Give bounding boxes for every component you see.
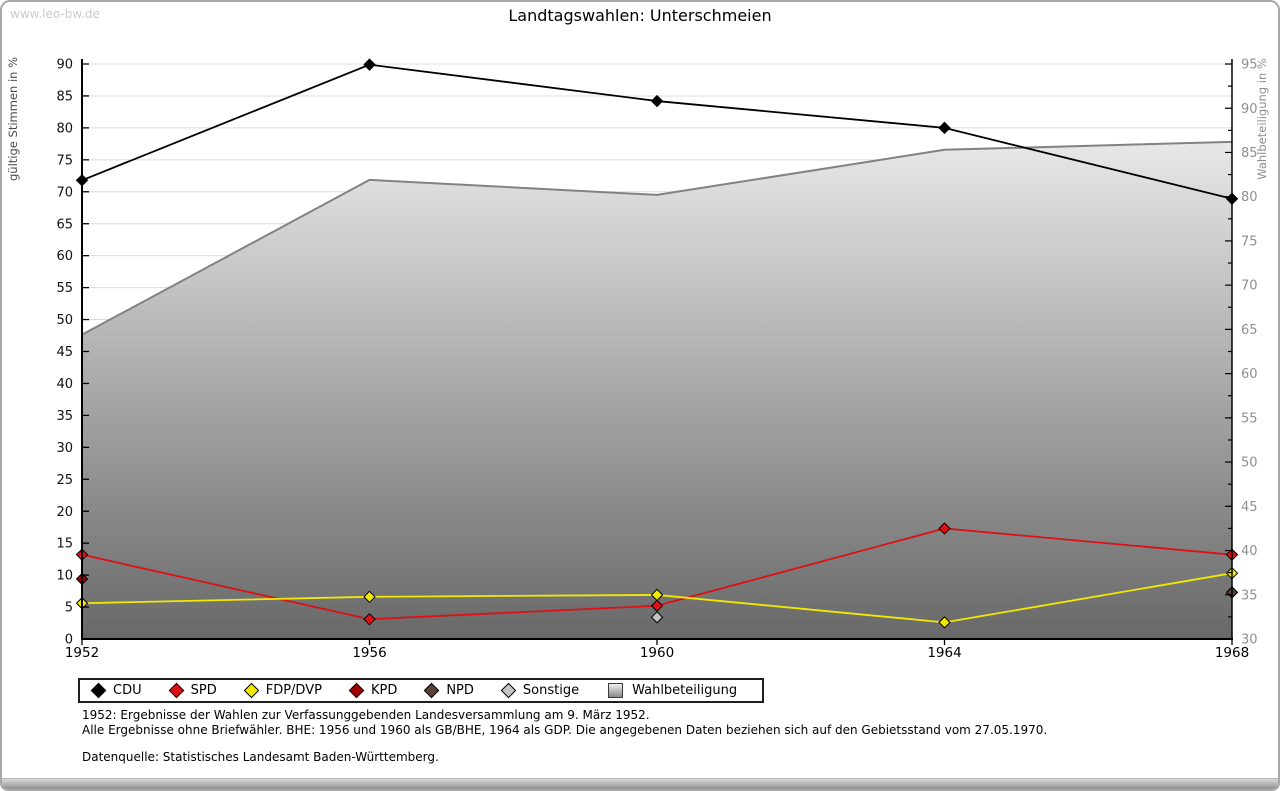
right-axis-tick-label: 90 [1241,102,1258,117]
legend-label: NPD [446,683,474,698]
legend-label: SPD [190,683,217,698]
legend-marker-kpd [348,682,365,699]
window-bottom-bar [2,778,1278,789]
watermark: www.leo-bw.de [10,7,100,21]
data-point [650,611,664,624]
x-axis-tick-label: 1964 [927,645,961,661]
legend-item-kpd: KPD [348,682,398,699]
legend-label: Wahlbeteiligung [632,683,738,698]
right-axis-tick-label: 30 [1241,633,1258,648]
right-axis-tick-label: 95 [1241,58,1258,73]
data-point [938,121,951,135]
footnote-source: Datenquelle: Statistisches Landesamt Bad… [82,750,439,764]
left-axis-tick-label: 80 [56,121,73,136]
right-axis-tick-label: 45 [1241,500,1258,515]
left-axis-tick-label: 10 [56,569,73,584]
left-axis-tick-label: 20 [56,505,73,520]
left-axis-tick-label: 50 [56,313,73,328]
right-axis-title: Wahlbeteiligung in % [1255,58,1269,180]
left-axis-tick-label: 25 [56,473,73,488]
footnote-line: Alle Ergebnisse ohne Briefwähler. BHE: 1… [82,722,1048,737]
legend-label: KPD [370,683,398,698]
legend-item-cdu: CDU [90,682,142,699]
left-axis-tick-label: 60 [56,249,73,264]
right-axis-tick-label: 55 [1241,411,1258,426]
right-axis-tick-label: 85 [1241,146,1258,161]
data-point [650,94,664,108]
data-point [650,588,664,602]
left-axis-tick-label: 45 [56,345,73,360]
legend-marker-spd [168,682,184,699]
left-axis-tick-label: 35 [56,409,73,424]
data-point [938,616,951,629]
legend-label: CDU [113,683,142,698]
legend-marker-fdp-dvp [243,682,259,699]
legend-item-spd: SPD [168,682,217,699]
x-axis-tick-label: 1968 [1215,645,1249,661]
left-axis-tick-label: 65 [56,217,73,232]
right-axis-tick-label: 65 [1241,323,1258,338]
series-wahlbeteiligung [81,140,1233,639]
legend-marker-sonstige [500,682,517,699]
right-axis-tick-label: 60 [1241,367,1258,382]
legend-label: FDP/DVP [265,683,322,698]
data-point [363,590,376,604]
series-sonstige [650,611,664,624]
left-axis-tick-label: 85 [56,89,73,104]
left-axis-tick-label: 30 [56,441,73,456]
legend-item-npd: NPD [424,682,474,699]
x-axis-tick-label: 1952 [65,645,99,661]
data-point [363,58,376,71]
left-axis-tick-label: 70 [56,185,73,200]
legend-item-wahlbeteiligung: Wahlbeteiligung [608,683,737,698]
legend-item-sonstige: Sonstige [500,682,580,699]
right-axis-tick-label: 40 [1241,544,1258,559]
legend: CDU SPD FDP/DVP KPD NPD Sonstige Wahlbeteiligu… [78,678,764,703]
right-axis-tick-label: 75 [1241,234,1258,249]
left-axis-tick-label: 75 [56,153,73,168]
x-axis-tick-label: 1956 [352,645,386,661]
legend-item-fdp-dvp: FDP/DVP [243,682,322,699]
right-axis-tick-label: 80 [1241,190,1258,205]
footnote-line: 1952: Ergebnisse der Wahlen zur Verfassu… [82,708,650,722]
axes: 0 5 10 15 20 25 30 35 40 45 50 55 60 65 70 75 80 85 90 30 35… [6,57,1269,661]
left-axis-tick-label: 15 [56,537,73,552]
left-axis-tick-label: 5 [65,601,73,616]
right-axis-tick-label: 70 [1241,279,1258,294]
legend-marker-npd [424,682,440,699]
right-axis-tick-label: 50 [1241,456,1258,471]
x-axis-tick-label: 1960 [640,645,674,661]
right-axis-tick-label: 35 [1241,588,1258,603]
left-axis-tick-label: 55 [56,281,73,296]
page-title: Landtagswahlen: Unterschmeien [508,6,772,25]
left-axis-tick-label: 40 [56,377,73,392]
chart-canvas: 0 5 10 15 20 25 30 35 40 45 50 55 60 65 70 75 80 85 90 30 35… [6,57,1269,661]
legend-marker-wahlbeteiligung [608,683,624,698]
data-point [938,522,951,535]
left-axis-tick-label: 90 [56,58,73,73]
data-point [363,612,376,626]
footnotes: 1952: Ergebnisse der Wahlen zur Verfassu… [82,708,1047,765]
left-axis-tick-label: 0 [65,633,73,648]
legend-marker-cdu [90,682,107,699]
left-axis-title: gültige Stimmen in % [6,57,20,181]
legend-label: Sonstige [522,683,580,698]
